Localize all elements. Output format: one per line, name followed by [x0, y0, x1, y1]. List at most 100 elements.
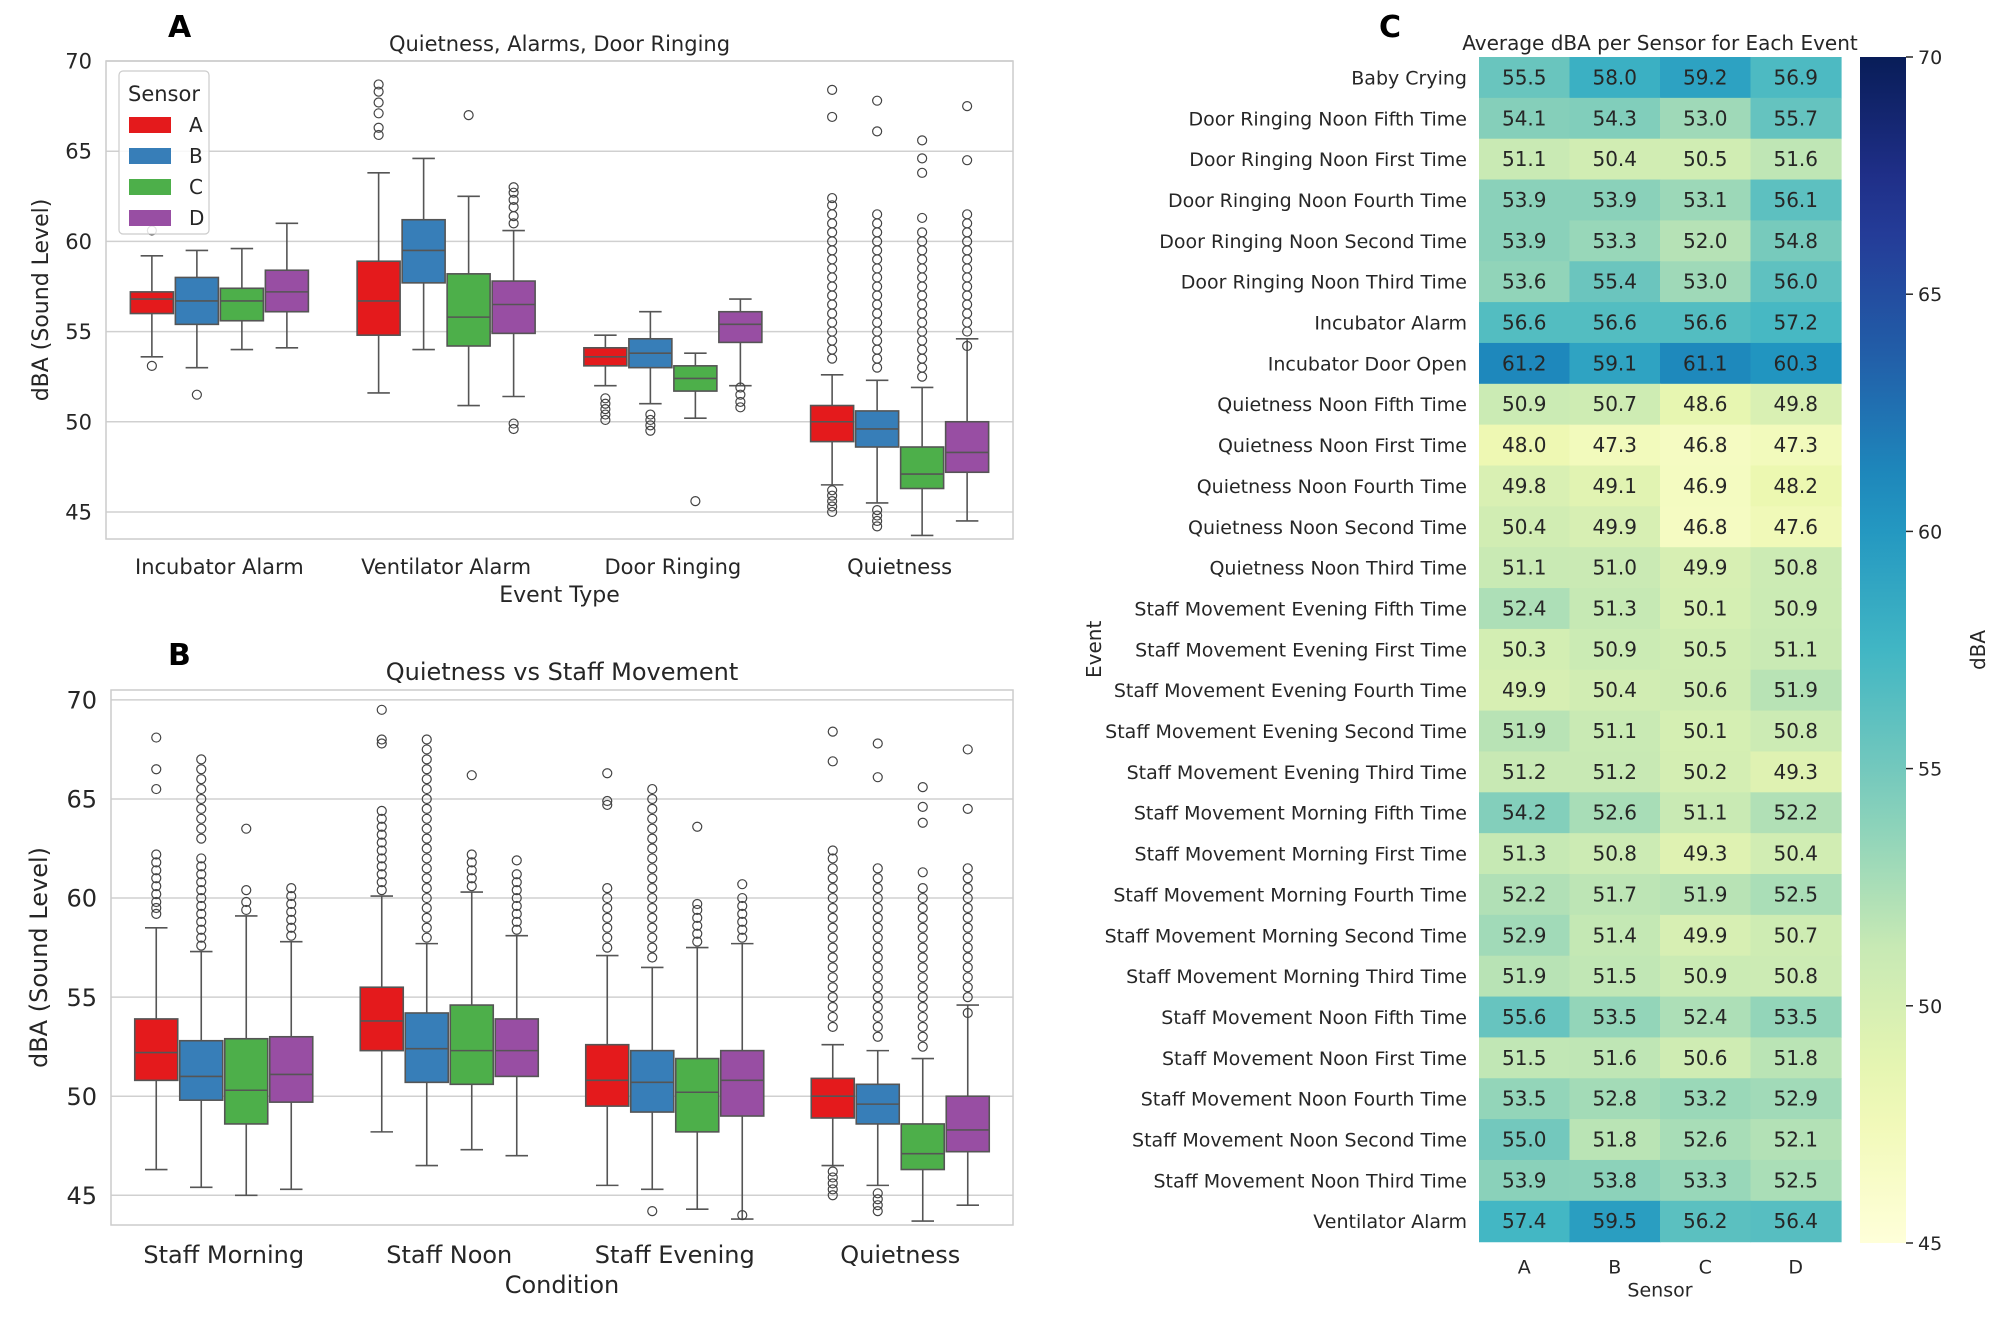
cell-value: 53.9 [1502, 1168, 1547, 1192]
outlier-point [827, 863, 838, 874]
outlier-point [827, 200, 838, 211]
outlier-point [827, 485, 838, 496]
heat-cell [1750, 955, 1842, 998]
outlier-point [151, 896, 162, 908]
outlier-point [376, 877, 387, 888]
x-tick-label: Staff Morning [143, 1241, 304, 1269]
outlier-point [737, 908, 748, 920]
heat-cell [1479, 1078, 1571, 1120]
y-tick-label: 70 [66, 687, 97, 715]
box-A [356, 260, 401, 336]
outlier-point [962, 962, 973, 973]
outlier-point [962, 863, 973, 874]
outlier-point [827, 1011, 838, 1023]
outlier-point [196, 924, 207, 935]
row-label: Quietness Noon Fifth Time [1217, 394, 1467, 416]
outlier-point [827, 845, 838, 856]
row-label: Staff Movement Evening Fifth Time [1134, 598, 1467, 620]
heat-cell [1750, 383, 1842, 426]
outlier-point [872, 962, 883, 973]
outlier-point [421, 833, 432, 844]
outlier-point [647, 823, 658, 834]
heat-cell [1569, 506, 1661, 548]
heat-cell [1660, 302, 1752, 344]
outlier-point [917, 212, 928, 224]
cell-value: 52.6 [1683, 1128, 1728, 1152]
outlier-point [827, 1021, 838, 1032]
heat-cell [1479, 261, 1571, 303]
heat-cell [1660, 1200, 1752, 1243]
cell-value: 52.6 [1592, 801, 1637, 825]
column-label: A [1518, 1257, 1531, 1279]
row-label: Staff Movement Noon First Time [1162, 1048, 1467, 1070]
outlier-point [421, 764, 432, 775]
outlier-point [376, 869, 387, 880]
heat-cell [1569, 179, 1661, 221]
outlier-point [962, 932, 973, 943]
cell-value: 56.1 [1773, 188, 1818, 212]
outlier-point [872, 883, 883, 894]
outlier-point [872, 1188, 883, 1199]
box-A [129, 291, 175, 315]
outlier-point [872, 772, 883, 783]
cell-value: 49.9 [1683, 923, 1728, 947]
heat-cell [1479, 506, 1571, 548]
cell-value: 51.6 [1592, 1046, 1637, 1070]
outlier-point [196, 932, 207, 943]
row-label: Quietness Noon First Time [1218, 435, 1467, 457]
outlier-point [602, 799, 613, 811]
cell-value: 49.3 [1683, 842, 1728, 866]
outlier-point [508, 194, 519, 205]
outlier-point [872, 1001, 883, 1013]
column-label: B [1608, 1257, 1621, 1279]
heat-cell [1750, 1159, 1842, 1202]
cell-value: 54.2 [1502, 801, 1547, 825]
outlier-point [872, 510, 883, 521]
outlier-point [196, 783, 207, 795]
box-A [133, 1018, 179, 1082]
heat-cell [1750, 1078, 1842, 1120]
heat-cell [1479, 424, 1571, 467]
outlier-point [376, 853, 387, 864]
outlier-point [421, 922, 432, 933]
outlier-point [647, 783, 658, 795]
cell-value: 50.3 [1502, 637, 1547, 661]
outlier-point [196, 900, 207, 912]
outlier-point [917, 902, 928, 914]
cell-value: 50.7 [1592, 392, 1637, 416]
heat-cell [1569, 751, 1661, 793]
outlier-point [962, 873, 973, 884]
heat-cell [1569, 874, 1661, 916]
heat-cell [1750, 302, 1842, 344]
heat-cell [1569, 1037, 1661, 1079]
cell-value: 51.1 [1502, 556, 1547, 580]
heat-cell [1750, 506, 1842, 548]
outlier-point [962, 952, 973, 963]
outlier-point [827, 501, 838, 512]
outlier-point [917, 153, 928, 164]
heat-cell [1660, 914, 1752, 957]
outlier-point [196, 892, 207, 904]
outlier-point [962, 892, 973, 904]
heatmap-panel-c: Baby Crying 55.5 58.0 59.2 56.9 Door Ringing … [1082, 31, 1990, 1302]
outlier-point [872, 952, 883, 963]
y-tick-label: 45 [66, 1182, 97, 1210]
outlier-point [692, 904, 703, 916]
cell-value: 47.3 [1773, 433, 1818, 457]
outlier-point [508, 202, 519, 213]
cell-value: 53.9 [1592, 188, 1637, 212]
heat-cell [1660, 669, 1752, 712]
row-label: Door Ringing Noon Fifth Time [1189, 108, 1468, 130]
colorbar-tick-label: 70 [1918, 47, 1942, 69]
outlier-point [196, 813, 207, 824]
heat-cell [1479, 1037, 1571, 1079]
outlier-point [872, 982, 883, 993]
outlier-point [917, 982, 928, 993]
cell-value: 50.9 [1502, 392, 1547, 416]
outlier-point [827, 1172, 838, 1183]
heat-cell [1479, 955, 1571, 998]
heat-cell [1660, 547, 1752, 589]
outlier-point [827, 883, 838, 894]
heat-cell [1569, 710, 1661, 753]
heat-cell [1479, 833, 1571, 875]
